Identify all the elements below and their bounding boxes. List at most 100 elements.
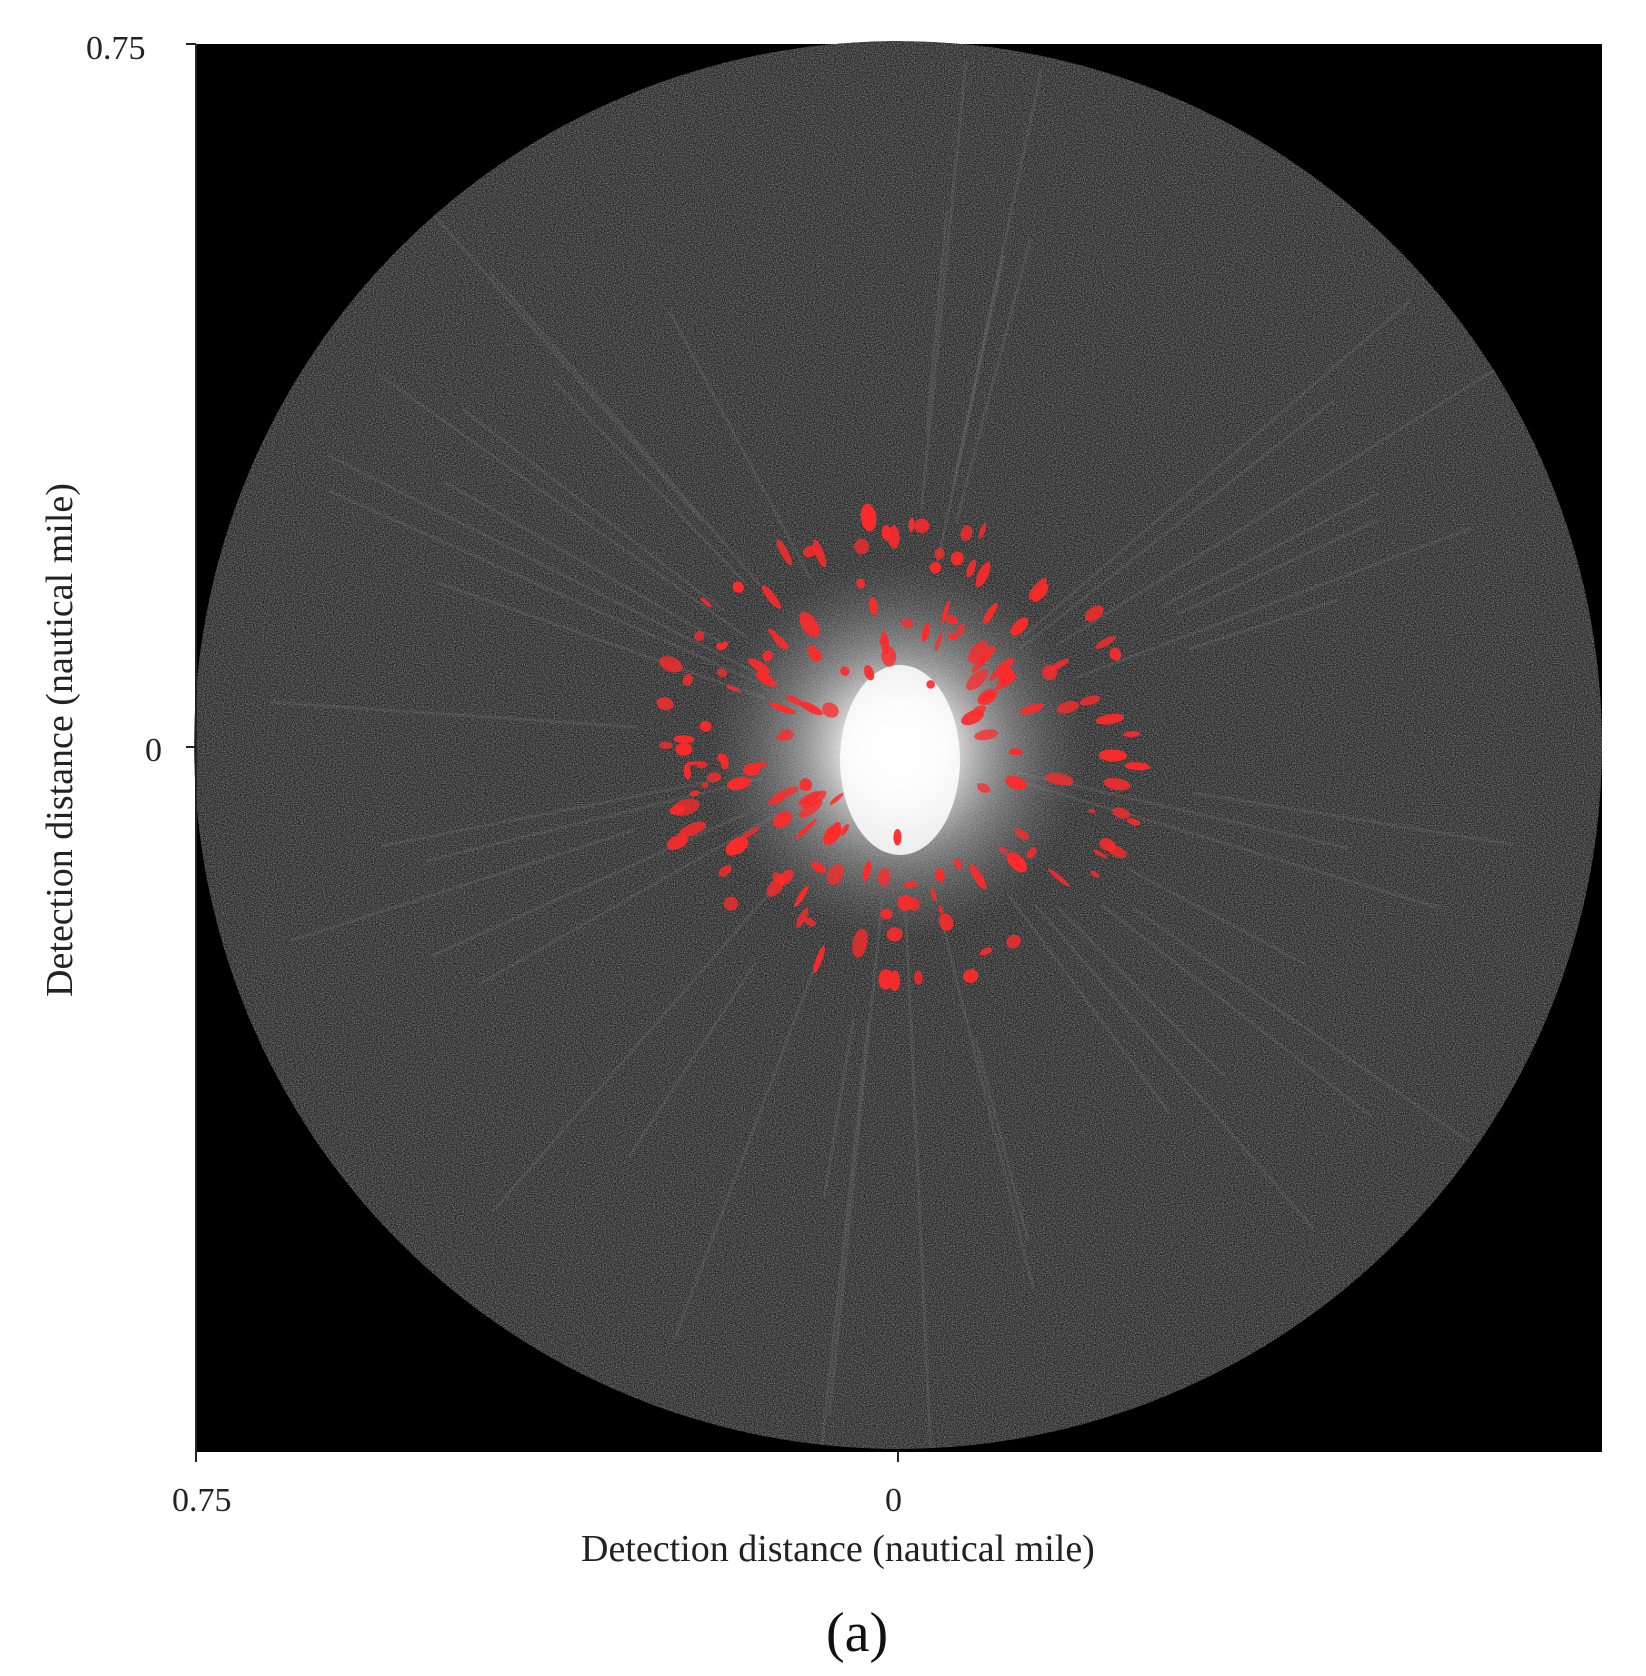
radial-streak xyxy=(952,68,1044,484)
radial-streak xyxy=(424,776,764,863)
detection-blob xyxy=(934,868,945,882)
detection-blob xyxy=(767,628,779,639)
detection-blob xyxy=(974,729,998,741)
detection-blob xyxy=(799,701,823,716)
detection-blob xyxy=(1090,870,1100,879)
detection-blob xyxy=(762,650,773,662)
radial-streak xyxy=(1193,791,1513,847)
detection-blob xyxy=(856,578,866,589)
detection-blob xyxy=(978,522,987,539)
detection-blob xyxy=(779,869,794,885)
radial-streak xyxy=(443,480,727,647)
detection-blob xyxy=(797,791,821,806)
detection-blob xyxy=(1006,934,1021,949)
detection-blob xyxy=(772,811,792,828)
detection-blob xyxy=(982,602,998,625)
y-axis-label: Detection distance (nautical mile) xyxy=(39,483,81,997)
detection-blob xyxy=(960,525,973,541)
radial-streak xyxy=(328,489,758,684)
detection-blob xyxy=(699,720,712,732)
detection-blob xyxy=(886,927,903,942)
detection-blob xyxy=(827,863,844,885)
detection-blob xyxy=(1049,658,1070,671)
detection-blob xyxy=(675,743,693,756)
detection-blob xyxy=(811,861,826,874)
detection-blob xyxy=(897,894,914,911)
radar-disk xyxy=(194,41,1602,1449)
radial-streak xyxy=(1018,399,1335,651)
detection-blob xyxy=(1122,731,1141,738)
detection-blob xyxy=(975,561,991,588)
detection-blob xyxy=(812,539,827,568)
detection-blob xyxy=(1095,713,1125,725)
detection-blob xyxy=(666,834,688,850)
detection-blob xyxy=(996,671,1012,683)
detection-blob xyxy=(689,790,700,797)
detection-blob xyxy=(1112,807,1131,819)
radial-streak xyxy=(431,812,748,958)
detection-blob xyxy=(926,680,935,689)
detection-blob xyxy=(659,656,683,673)
radial-streak xyxy=(436,581,767,701)
detection-blob xyxy=(757,672,775,684)
radial-streak xyxy=(673,956,820,1340)
detection-blob xyxy=(1098,749,1128,762)
y-tick-label-top: 0.75 xyxy=(86,30,146,67)
detection-blob xyxy=(879,637,888,645)
detection-blob xyxy=(939,913,954,931)
detection-blob xyxy=(861,506,877,527)
y-tick-label-center: 0 xyxy=(145,732,162,769)
detection-blob xyxy=(700,597,712,608)
detection-overlay xyxy=(656,503,1150,992)
detection-blob xyxy=(878,969,894,990)
detection-blob xyxy=(706,772,722,783)
detection-blob xyxy=(796,907,809,928)
detection-blob xyxy=(694,630,705,642)
detection-blob xyxy=(720,754,729,770)
detection-blob xyxy=(799,778,812,792)
detection-blob xyxy=(739,826,761,840)
detection-blob xyxy=(869,597,878,616)
detection-blob xyxy=(880,908,893,920)
detection-blob xyxy=(979,947,993,956)
detection-blob xyxy=(950,551,964,566)
detection-blob xyxy=(1095,636,1116,649)
detection-blob xyxy=(743,763,761,776)
detection-blob xyxy=(977,688,998,705)
detection-blob xyxy=(1056,701,1079,714)
detection-blob xyxy=(852,928,868,958)
detection-blob xyxy=(1093,849,1108,859)
radial-streak xyxy=(1055,368,1496,647)
detection-blob xyxy=(716,668,728,677)
detection-blob xyxy=(978,645,996,665)
radial-streak xyxy=(1033,903,1315,1230)
detection-blob xyxy=(1008,748,1023,756)
detection-blob xyxy=(673,735,695,744)
detection-blob xyxy=(725,836,749,856)
detection-blob xyxy=(831,822,842,832)
radial-streak xyxy=(1015,779,1439,910)
radial-streak xyxy=(1020,298,1413,639)
detection-blob xyxy=(678,821,707,838)
detection-blob xyxy=(966,669,989,691)
detection-blob xyxy=(934,632,943,651)
radial-streak xyxy=(1072,526,1472,681)
radial-streak xyxy=(290,828,635,943)
detection-blob xyxy=(953,858,963,870)
detection-blob xyxy=(701,782,709,789)
detection-blob xyxy=(863,665,875,681)
x-tick-label-left: 0.75 xyxy=(172,1482,232,1519)
detection-blob xyxy=(1103,778,1131,791)
detection-blob xyxy=(999,846,1007,855)
radial-streaks xyxy=(269,60,1513,1449)
radial-streak xyxy=(1188,598,1339,651)
detection-blob xyxy=(723,896,739,911)
detection-blob xyxy=(726,776,751,791)
radial-streak xyxy=(462,409,725,612)
radial-streak xyxy=(925,211,949,431)
detection-blob xyxy=(877,867,891,887)
detection-blob xyxy=(976,783,991,794)
detection-blob xyxy=(1047,868,1070,887)
radial-streak xyxy=(269,700,637,729)
